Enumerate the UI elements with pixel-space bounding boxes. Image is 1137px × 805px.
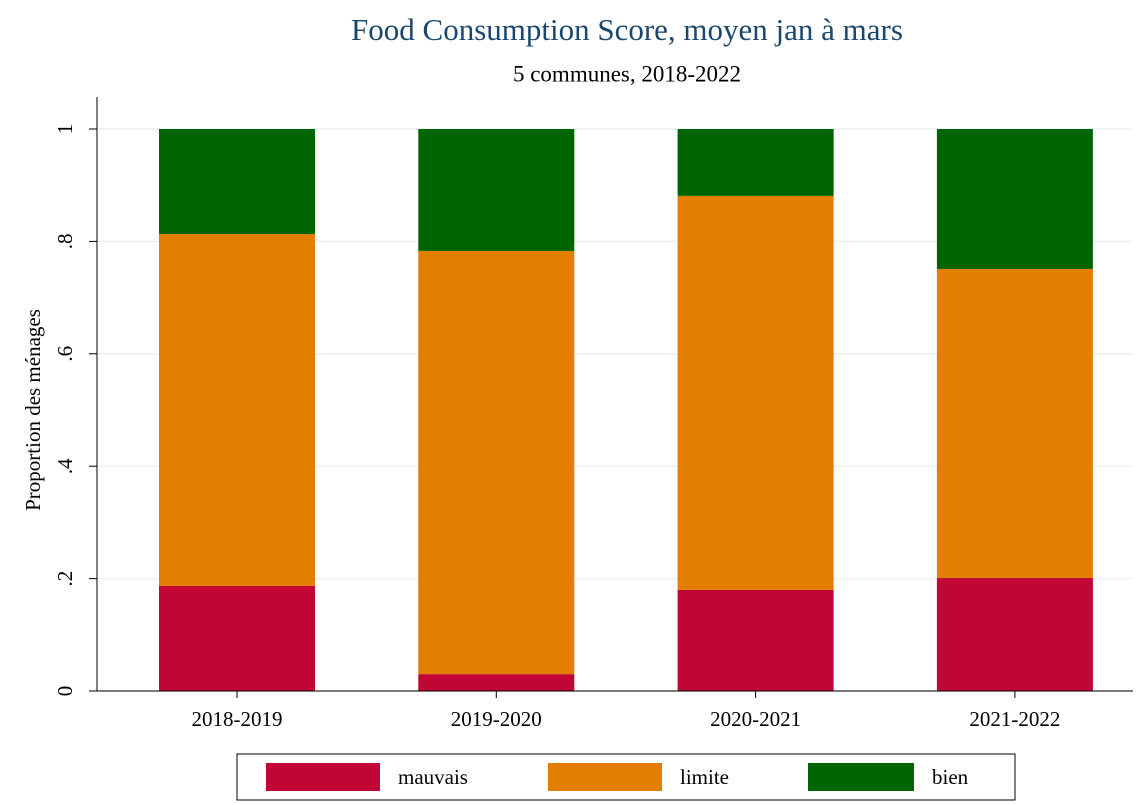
- x-tick-label: 2018-2019: [192, 707, 283, 731]
- y-tick-label: 1: [53, 124, 77, 135]
- legend-label: bien: [932, 765, 969, 789]
- bar-segment: [936, 268, 1093, 579]
- y-tick-label: .6: [53, 346, 77, 362]
- bar-segment: [936, 578, 1093, 691]
- bar-segment: [159, 234, 315, 586]
- y-axis-label: Proportion des ménages: [21, 309, 45, 511]
- bar-segment: [677, 195, 834, 590]
- x-tick-label: 2019-2020: [451, 707, 542, 731]
- bar-segment: [159, 585, 315, 691]
- chart-title: Food Consumption Score, moyen jan à mars: [351, 12, 903, 47]
- legend-swatch: [548, 763, 662, 791]
- y-tick-label: 0: [53, 686, 77, 697]
- chart-subtitle: 5 communes, 2018-2022: [513, 61, 741, 86]
- x-tick-label: 2020-2021: [710, 707, 801, 731]
- x-tick-label: 2021-2022: [969, 707, 1060, 731]
- bar-segment: [159, 129, 315, 235]
- bar-segment: [418, 250, 575, 675]
- y-tick-label: .4: [53, 458, 77, 474]
- bar-segment: [677, 129, 834, 196]
- legend-swatch: [808, 763, 914, 791]
- bar-segment: [418, 129, 575, 251]
- legend-label: limite: [680, 765, 729, 789]
- bar-segment: [418, 674, 575, 691]
- y-tick-label: .2: [53, 571, 77, 587]
- legend-label: mauvais: [398, 765, 468, 789]
- y-tick-label: .8: [53, 234, 77, 250]
- bar-segment: [677, 589, 834, 691]
- legend-swatch: [266, 763, 380, 791]
- bar-segment: [936, 129, 1093, 269]
